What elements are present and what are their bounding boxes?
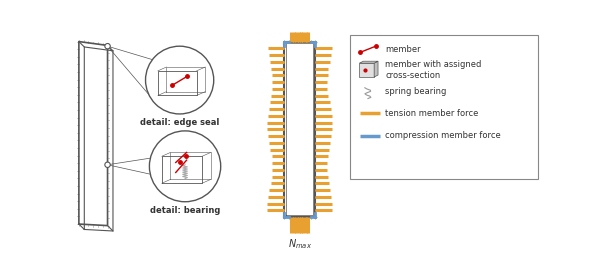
Circle shape <box>105 43 110 49</box>
Text: detail: edge seal: detail: edge seal <box>140 118 220 127</box>
Text: member with assigned
cross-section: member with assigned cross-section <box>385 60 481 80</box>
Circle shape <box>149 131 221 202</box>
Text: member: member <box>385 45 421 54</box>
Circle shape <box>105 162 110 168</box>
Polygon shape <box>359 61 378 63</box>
Text: detail: bearing: detail: bearing <box>150 206 220 215</box>
Text: tension member force: tension member force <box>385 109 478 118</box>
Polygon shape <box>374 61 378 77</box>
FancyBboxPatch shape <box>350 36 538 179</box>
Circle shape <box>146 46 214 114</box>
Text: $N_{max}$: $N_{max}$ <box>287 237 312 251</box>
Polygon shape <box>359 63 374 77</box>
Text: compression member force: compression member force <box>385 131 501 140</box>
Text: spring bearing: spring bearing <box>385 87 446 96</box>
